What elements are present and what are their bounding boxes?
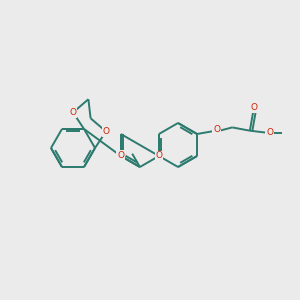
- Text: O: O: [251, 103, 258, 112]
- Text: O: O: [70, 108, 76, 117]
- Text: O: O: [213, 125, 220, 134]
- Text: O: O: [266, 128, 273, 137]
- Text: O: O: [155, 152, 162, 160]
- Text: O: O: [117, 151, 124, 160]
- Text: O: O: [103, 127, 110, 136]
